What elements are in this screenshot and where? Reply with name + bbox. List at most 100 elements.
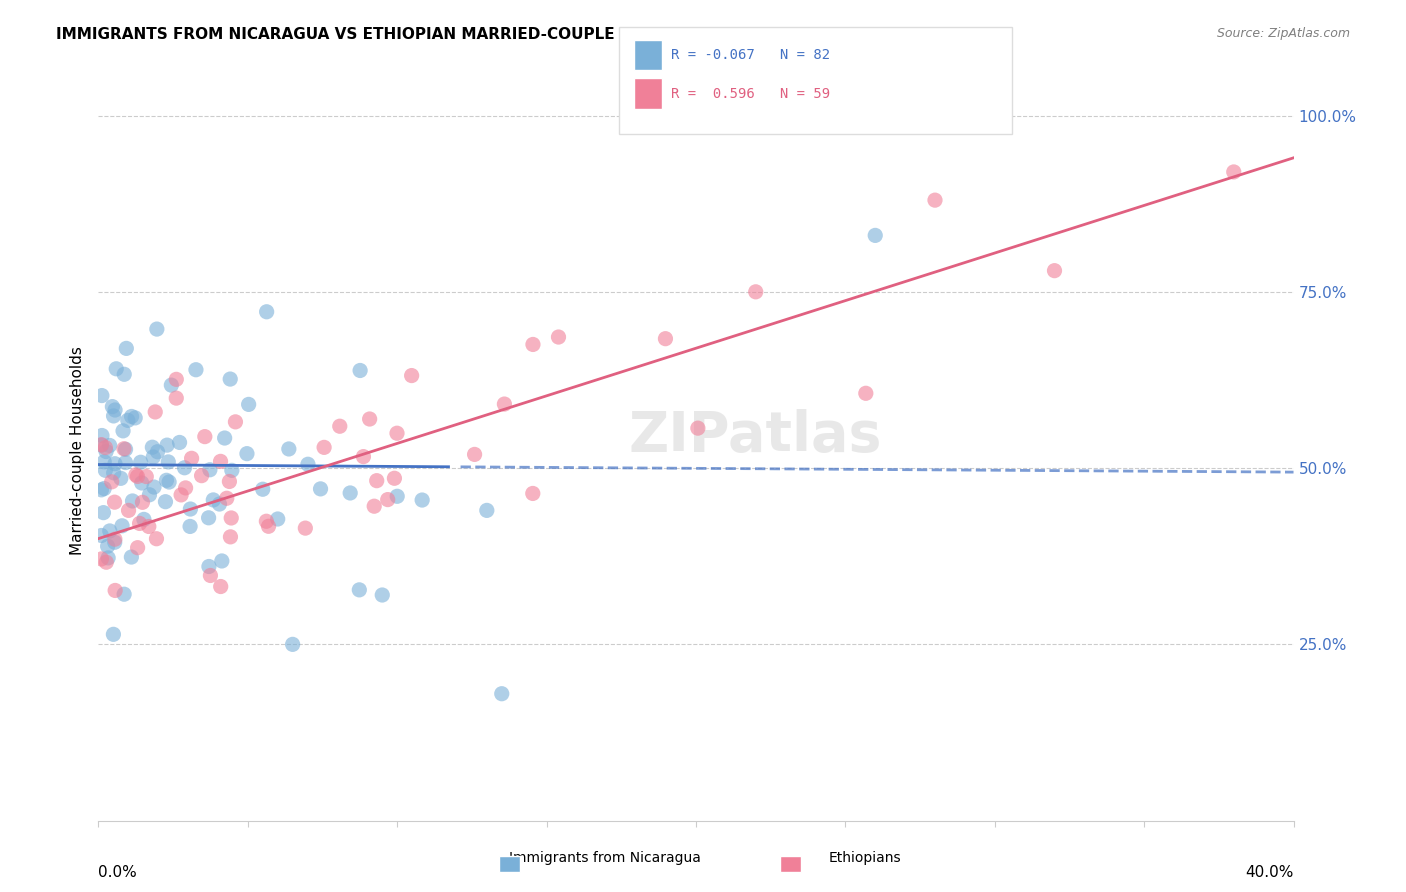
- Point: [194, 429, 217, 443]
- Point: [464, 447, 486, 461]
- Point: [855, 386, 877, 401]
- Point: [97, 550, 120, 565]
- Point: [297, 457, 319, 471]
- Point: [157, 475, 180, 489]
- Point: [121, 409, 143, 424]
- Point: [94, 444, 117, 458]
- Text: ZIPatlas: ZIPatlas: [628, 409, 883, 463]
- Point: [169, 435, 191, 450]
- Point: [377, 492, 399, 507]
- Text: Source: ZipAtlas.com: Source: ZipAtlas.com: [1216, 27, 1350, 40]
- Point: [110, 471, 132, 485]
- Point: [179, 519, 201, 533]
- Point: [143, 405, 166, 419]
- Point: [103, 495, 125, 509]
- Point: [238, 397, 260, 411]
- Point: [141, 440, 163, 454]
- Point: [200, 568, 222, 582]
- Point: [117, 413, 139, 427]
- Point: [349, 582, 371, 597]
- Point: [198, 559, 221, 574]
- Point: [135, 469, 157, 483]
- Point: [104, 403, 127, 417]
- Point: [179, 502, 201, 516]
- Text: R = -0.067   N = 82: R = -0.067 N = 82: [671, 48, 830, 62]
- Point: [257, 519, 280, 533]
- Point: [745, 285, 768, 299]
- Point: [146, 444, 169, 458]
- Point: [314, 441, 336, 455]
- Point: [101, 400, 124, 414]
- Point: [93, 482, 115, 496]
- Point: [411, 493, 433, 508]
- Point: [157, 455, 180, 469]
- Text: IMMIGRANTS FROM NICARAGUA VS ETHIOPIAN MARRIED-COUPLE HOUSEHOLDS CORRELATION CHA: IMMIGRANTS FROM NICARAGUA VS ETHIOPIAN M…: [56, 27, 927, 42]
- Point: [219, 530, 242, 544]
- Point: [131, 475, 153, 490]
- Point: [197, 510, 219, 524]
- Point: [104, 457, 127, 471]
- Point: [104, 535, 127, 549]
- Text: R =  0.596   N = 59: R = 0.596 N = 59: [671, 87, 830, 101]
- Point: [93, 506, 115, 520]
- Point: [215, 491, 238, 506]
- Point: [100, 475, 122, 489]
- Point: [256, 305, 278, 319]
- Point: [145, 532, 167, 546]
- Point: [349, 363, 371, 377]
- Point: [103, 627, 125, 641]
- Point: [202, 492, 225, 507]
- Point: [132, 512, 155, 526]
- Point: [180, 451, 202, 466]
- Point: [494, 397, 516, 411]
- Point: [384, 471, 406, 485]
- Point: [98, 524, 121, 538]
- Point: [165, 391, 187, 405]
- Point: [103, 409, 125, 423]
- Point: [146, 322, 169, 336]
- Point: [309, 482, 332, 496]
- Point: [385, 426, 408, 441]
- Point: [94, 441, 117, 455]
- Point: [112, 424, 135, 438]
- Point: [142, 450, 165, 464]
- Point: [198, 463, 221, 477]
- Point: [686, 421, 709, 435]
- Point: [90, 552, 112, 566]
- Point: [219, 372, 242, 386]
- Point: [211, 554, 233, 568]
- Point: [359, 412, 381, 426]
- Point: [184, 362, 207, 376]
- Point: [366, 474, 388, 488]
- Text: Immigrants from Nicaragua: Immigrants from Nicaragua: [509, 851, 700, 865]
- Point: [236, 447, 259, 461]
- Point: [90, 528, 112, 542]
- Point: [654, 332, 676, 346]
- Point: [209, 580, 232, 594]
- Point: [94, 463, 117, 477]
- Point: [252, 482, 274, 496]
- Point: [401, 368, 423, 383]
- Point: [1043, 263, 1066, 277]
- Point: [174, 481, 197, 495]
- Point: [209, 454, 232, 468]
- Point: [281, 637, 304, 651]
- Point: [156, 438, 179, 452]
- Point: [522, 337, 544, 351]
- Point: [90, 438, 112, 452]
- Point: [219, 511, 242, 525]
- Text: 40.0%: 40.0%: [1246, 865, 1294, 880]
- Y-axis label: Married-couple Households: Married-couple Households: [69, 346, 84, 555]
- Point: [125, 467, 148, 482]
- Point: [104, 583, 127, 598]
- Point: [277, 442, 299, 456]
- Point: [522, 486, 544, 500]
- Point: [371, 588, 394, 602]
- Point: [112, 368, 135, 382]
- Point: [363, 499, 385, 513]
- Point: [90, 483, 112, 497]
- Point: [208, 497, 231, 511]
- Text: Ethiopians: Ethiopians: [828, 851, 901, 865]
- Point: [131, 495, 153, 509]
- Point: [155, 494, 177, 508]
